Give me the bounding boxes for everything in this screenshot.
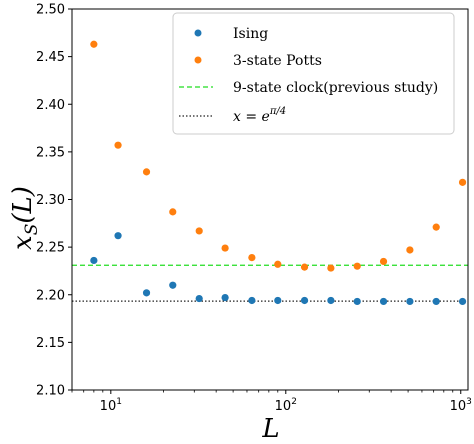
potts-point bbox=[300, 263, 309, 271]
x-axis-label: L bbox=[261, 414, 279, 444]
legend-marker-potts bbox=[194, 56, 202, 64]
x-tick-label: 103 bbox=[450, 397, 472, 414]
y-tick-label: 2.10 bbox=[36, 384, 65, 399]
ising-point bbox=[432, 297, 440, 306]
potts-point bbox=[274, 260, 282, 268]
axes: 2.10 2.15 2.20 2.25 2.30 2.35 2.40 2.45 2.50 101 1… bbox=[36, 3, 472, 415]
ising-point bbox=[114, 232, 122, 240]
potts-point bbox=[379, 257, 388, 266]
y-axis-label: xS(L) bbox=[8, 186, 42, 250]
potts-point bbox=[221, 244, 229, 252]
plot-area bbox=[72, 40, 468, 306]
potts-point bbox=[142, 168, 151, 176]
y-tick-label: 2.45 bbox=[36, 50, 65, 65]
potts-point bbox=[432, 223, 440, 231]
potts-point bbox=[248, 254, 256, 262]
legend-label-exp-sup: π/4 bbox=[269, 106, 286, 117]
ising-point bbox=[300, 296, 309, 305]
y-tick-label: 2.50 bbox=[36, 3, 65, 18]
y-tick-label: 2.15 bbox=[36, 336, 65, 351]
y-tick-label: 2.30 bbox=[36, 193, 65, 208]
potts-point bbox=[406, 246, 414, 254]
y-tick-label: 2.35 bbox=[36, 145, 65, 160]
potts-point bbox=[169, 208, 177, 216]
y-axis-label-main: x bbox=[8, 235, 38, 250]
legend: Ising 3-state Potts 9-state clock(previo… bbox=[172, 12, 455, 135]
ising-point bbox=[406, 297, 414, 306]
ising-point bbox=[327, 296, 335, 305]
ising-point bbox=[379, 297, 388, 306]
legend-marker-ising bbox=[194, 29, 202, 37]
ising-point bbox=[195, 294, 203, 303]
y-axis-label-sub: S bbox=[22, 224, 42, 236]
ising-point bbox=[221, 294, 229, 302]
potts-point bbox=[90, 40, 98, 48]
legend-label-exp-prefix: x = e bbox=[233, 109, 270, 125]
ising-point bbox=[458, 297, 467, 306]
ising-point bbox=[274, 296, 282, 305]
ising-point bbox=[353, 297, 361, 306]
potts-point bbox=[195, 227, 203, 235]
x-tick-label: 101 bbox=[100, 397, 122, 414]
legend-label-exp: x = eπ/4 bbox=[233, 106, 286, 125]
legend-box bbox=[172, 12, 455, 135]
ising-point bbox=[142, 289, 151, 297]
y-axis-label-arg: (L) bbox=[8, 186, 38, 224]
legend-label-clock: 9-state clock(previous study) bbox=[233, 80, 438, 96]
y-tick-label: 2.25 bbox=[36, 241, 65, 256]
ising-point bbox=[90, 256, 98, 265]
x-tick-label: 102 bbox=[275, 397, 297, 414]
y-tick-label: 2.40 bbox=[36, 98, 65, 113]
legend-label-ising: Ising bbox=[233, 26, 268, 42]
potts-point bbox=[114, 141, 122, 149]
axis-labels: L xS(L) bbox=[8, 186, 280, 444]
y-tick-label: 2.20 bbox=[36, 288, 65, 303]
legend-label-potts: 3-state Potts bbox=[233, 53, 322, 69]
potts-point bbox=[327, 264, 335, 272]
ising-point bbox=[169, 281, 177, 289]
potts-point bbox=[458, 178, 467, 186]
potts-point bbox=[353, 262, 361, 270]
ising-point bbox=[248, 296, 256, 305]
